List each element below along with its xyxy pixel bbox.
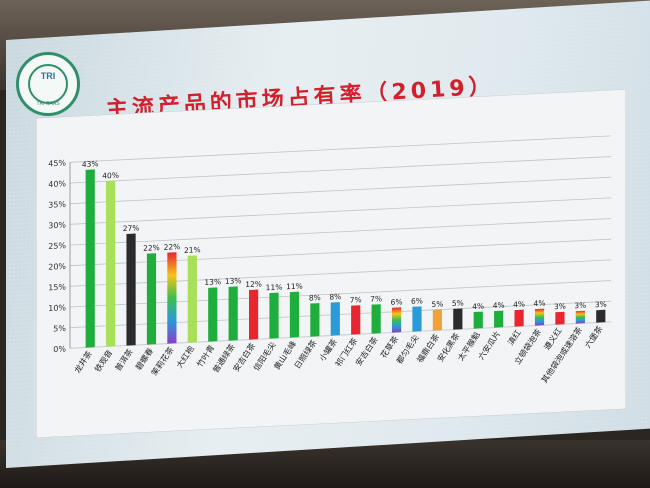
grid-line (70, 280, 611, 308)
logo-caption: TRI CAAS (36, 101, 60, 107)
bar (596, 309, 606, 323)
bar-value-label: 3% (595, 300, 607, 310)
bar (494, 310, 504, 328)
bar-value-label: 8% (309, 293, 321, 303)
grid-line (70, 300, 611, 329)
y-tick-label: 30% (48, 221, 66, 231)
bar (534, 308, 545, 326)
bar (146, 253, 157, 345)
bar (391, 307, 402, 333)
bar (514, 309, 524, 327)
bar (575, 310, 585, 324)
grid-line (70, 135, 611, 163)
bar (289, 291, 300, 338)
y-tick-label: 40% (48, 179, 66, 189)
y-tick-label: 20% (48, 262, 66, 272)
bar (228, 286, 238, 341)
grid-lines (70, 135, 611, 349)
bar-value-label: 7% (370, 294, 382, 304)
grid-line (70, 176, 611, 205)
bar-value-label: 8% (329, 292, 341, 302)
bar (310, 303, 320, 337)
grid-line (70, 218, 611, 246)
bar-value-label: 3% (574, 301, 586, 311)
y-tick-label: 0% (53, 345, 66, 355)
bar (187, 255, 197, 343)
bar-value-label: 5% (452, 298, 464, 308)
bar-value-label: 11% (266, 282, 283, 292)
bar-value-label: 6% (391, 297, 403, 307)
bar-value-label: 40% (102, 171, 119, 181)
y-tick-label: 15% (48, 283, 66, 293)
bar (167, 252, 177, 344)
logo-ring (28, 64, 68, 104)
bar-chart: 0%5%10%15%20%25%30%35%40%45% 43%40%27%22… (35, 88, 627, 439)
bar (208, 287, 218, 342)
chart-panel: 0% 5% 10% 15% 20% 25% 30% 35% 40% 45% 43% 40% 27% 22… (35, 88, 627, 439)
bar-value-label: 22% (143, 243, 160, 253)
bar (453, 308, 463, 330)
bar-value-label: 7% (350, 295, 362, 305)
bar-value-label: 13% (204, 277, 221, 287)
bar-value-label: 4% (534, 299, 546, 309)
bar-value-label: 21% (184, 245, 201, 255)
bar (330, 302, 340, 336)
bar (473, 311, 483, 329)
y-tick-label: 25% (48, 241, 66, 251)
bar (432, 309, 442, 331)
bar-value-label: 6% (411, 296, 423, 306)
bar-value-label: 43% (82, 159, 99, 169)
y-tick-label: 45% (48, 159, 66, 169)
bar-value-label: 11% (286, 281, 303, 291)
y-tick-label: 5% (53, 324, 66, 334)
grid-line (70, 197, 611, 225)
bar-value-label: 3% (554, 302, 566, 312)
bar-value-label: 12% (245, 279, 262, 289)
y-tick-label: 10% (48, 303, 66, 313)
bar-value-label: 5% (431, 299, 443, 309)
bar (249, 289, 259, 340)
bar (555, 311, 565, 325)
bar-value-label: 4% (472, 302, 484, 312)
bar-value-label: 13% (225, 276, 242, 286)
bar (126, 233, 136, 346)
bar (412, 306, 422, 332)
bar-value-label: 27% (123, 223, 140, 233)
bar (85, 169, 95, 348)
grid-line (70, 156, 611, 184)
logo-text: TRI (40, 71, 56, 81)
grid-line (70, 238, 611, 267)
bar-value-label: 22% (164, 242, 181, 252)
institute-logo: TRI TRI CAAS (16, 52, 80, 116)
grid-line (70, 259, 611, 287)
bars: 43%40%27%22% 22% 21%13% 13% 12% 11% 11%8% 8% 7% 7… (82, 159, 607, 348)
bar-value-label: 4% (493, 301, 505, 311)
y-tick-label: 35% (48, 200, 66, 210)
bar (351, 305, 361, 335)
bar (106, 180, 116, 347)
bar (371, 304, 381, 334)
bar-value-label: 4% (513, 300, 525, 310)
y-axis: 0% 5% 10% 15% 20% 25% 30% 35% 40% 45% (48, 159, 71, 355)
bar (269, 292, 279, 339)
